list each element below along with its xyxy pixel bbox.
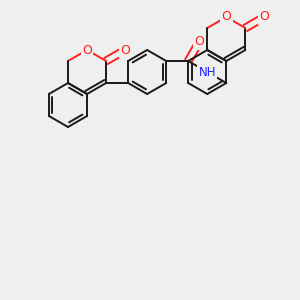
Text: O: O [82, 44, 92, 56]
Text: O: O [221, 11, 231, 23]
Text: O: O [194, 35, 204, 48]
Text: O: O [120, 44, 130, 56]
Text: NH: NH [199, 65, 216, 79]
Text: O: O [260, 11, 269, 23]
